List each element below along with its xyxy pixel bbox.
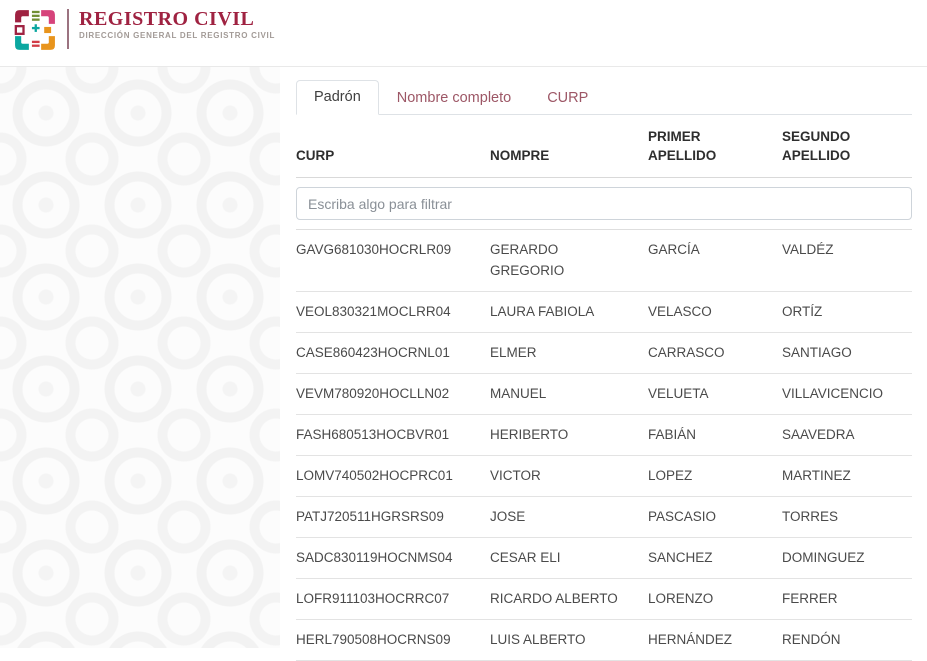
table-cell: MARTINEZ xyxy=(782,468,851,483)
column-header-nompre: NOMPRE xyxy=(490,148,550,163)
table-cell: SADC830119HOCNMS04 xyxy=(296,550,453,565)
table-cell: SANTIAGO xyxy=(782,345,852,360)
brand-text: REGISTRO CIVIL DIRECCIÓN GENERAL DEL REG… xyxy=(79,7,275,40)
column-header-primer-apellido: PRIMER APELLIDO xyxy=(648,129,717,163)
table-cell: LOPEZ xyxy=(648,468,693,483)
column-header-segundo-apellido: SEGUNDO APELLIDO xyxy=(782,129,851,163)
brand-block: REGISTRO CIVIL DIRECCIÓN GENERAL DEL REG… xyxy=(12,7,275,53)
table-cell: FABIÁN xyxy=(648,427,697,442)
table-body: GAVG681030HOCRLR09 GERARDO GREGORIO GARCÍA… xyxy=(296,230,912,661)
table-cell: GERARDO GREGORIO xyxy=(490,242,565,278)
filter-row xyxy=(296,178,912,230)
table-cell: SAAVEDRA xyxy=(782,427,855,442)
table-cell: HERL790508HOCRNS09 xyxy=(296,632,451,647)
table-row[interactable]: HERL790508HOCRNS09 LUIS ALBERTO HERNÁNDEZ R… xyxy=(296,620,912,661)
table-cell: MANUEL xyxy=(490,386,547,401)
table-cell: DOMINGUEZ xyxy=(782,550,865,565)
header-bar: REGISTRO CIVIL DIRECCIÓN GENERAL DEL REG… xyxy=(0,0,927,67)
table-row[interactable]: GAVG681030HOCRLR09 GERARDO GREGORIO GARCÍA… xyxy=(296,230,912,292)
table-cell: VICTOR xyxy=(490,468,541,483)
table-row[interactable]: VEOL830321MOCLRR04 LAURA FABIOLA VELASCO OR… xyxy=(296,292,912,333)
tab-padron[interactable]: Padrón xyxy=(296,80,379,115)
table-cell: CARRASCO xyxy=(648,345,725,360)
table-row[interactable]: FASH680513HOCBVR01 HERIBERTO FABIÁN SAAVEDR… xyxy=(296,415,912,456)
table-cell: GARCÍA xyxy=(648,242,700,257)
table-cell: JOSE xyxy=(490,509,526,524)
table-cell: LAURA FABIOLA xyxy=(490,304,595,319)
table-cell: PATJ720511HGRSRS09 xyxy=(296,509,444,524)
tab-nombre-completo[interactable]: Nombre completo xyxy=(379,80,529,115)
table-cell: ORTÍZ xyxy=(782,304,823,319)
app-subtitle: DIRECCIÓN GENERAL DEL REGISTRO CIVIL xyxy=(79,31,276,40)
table-cell: HERNÁNDEZ xyxy=(648,632,733,647)
table-cell: VELASCO xyxy=(648,304,712,319)
column-header-curp: CURP xyxy=(296,148,335,163)
app-title: REGISTRO CIVIL xyxy=(79,8,255,30)
registro-civil-logo-icon xyxy=(14,10,55,50)
table-row[interactable]: CASE860423HOCRNL01 ELMER CARRASCO SANTIAGO xyxy=(296,333,912,374)
table-cell: LUIS ALBERTO xyxy=(490,632,586,647)
table-cell: VALDÉZ xyxy=(782,242,834,257)
table-cell: FASH680513HOCBVR01 xyxy=(296,427,450,442)
table-cell: GAVG681030HOCRLR09 xyxy=(296,242,452,257)
table-cell: VEOL830321MOCLRR04 xyxy=(296,304,451,319)
table-row[interactable]: SADC830119HOCNMS04 CESAR ELI SANCHEZ DOMING… xyxy=(296,538,912,579)
table-cell: VELUETA xyxy=(648,386,709,401)
table-cell: RENDÓN xyxy=(782,632,841,647)
main-area: Padrón Nombre completo CURP CURP NOMPRE … xyxy=(0,67,927,661)
watermark-sidebar xyxy=(0,67,280,648)
table-cell: LORENZO xyxy=(648,591,714,606)
table-cell: VEVM780920HOCLLN02 xyxy=(296,386,450,401)
filter-input[interactable] xyxy=(296,187,912,220)
table-cell: VILLAVICENCIO xyxy=(782,386,884,401)
content-panel: Padrón Nombre completo CURP CURP NOMPRE … xyxy=(280,67,927,661)
table-row[interactable]: PATJ720511HGRSRS09 JOSE PASCASIO TORRES xyxy=(296,497,912,538)
table-cell: SANCHEZ xyxy=(648,550,713,565)
tab-curp[interactable]: CURP xyxy=(529,80,606,115)
table-cell: CASE860423HOCRNL01 xyxy=(296,345,450,360)
table-header-row: CURP NOMPRE PRIMER APELLIDO SEGUNDO APEL… xyxy=(296,115,912,178)
table-row[interactable]: LOMV740502HOCPRC01 VICTOR LOPEZ MARTINEZ xyxy=(296,456,912,497)
table-cell: CESAR ELI xyxy=(490,550,561,565)
brand-divider xyxy=(67,9,69,49)
table-cell: LOFR911103HOCRRC07 xyxy=(296,591,450,606)
table-cell: TORRES xyxy=(782,509,839,524)
table-cell: ELMER xyxy=(490,345,537,360)
table-cell: HERIBERTO xyxy=(490,427,569,442)
table-row[interactable]: VEVM780920HOCLLN02 MANUEL VELUETA VILLAVICE… xyxy=(296,374,912,415)
tab-bar: Padrón Nombre completo CURP xyxy=(296,80,912,115)
table-row[interactable]: LOFR911103HOCRRC07 RICARDO ALBERTO LORENZO… xyxy=(296,579,912,620)
table-cell: PASCASIO xyxy=(648,509,717,524)
table-cell: LOMV740502HOCPRC01 xyxy=(296,468,453,483)
table-cell: FERRER xyxy=(782,591,838,606)
padron-table: CURP NOMPRE PRIMER APELLIDO SEGUNDO APEL… xyxy=(296,115,912,661)
table-cell: RICARDO ALBERTO xyxy=(490,591,618,606)
